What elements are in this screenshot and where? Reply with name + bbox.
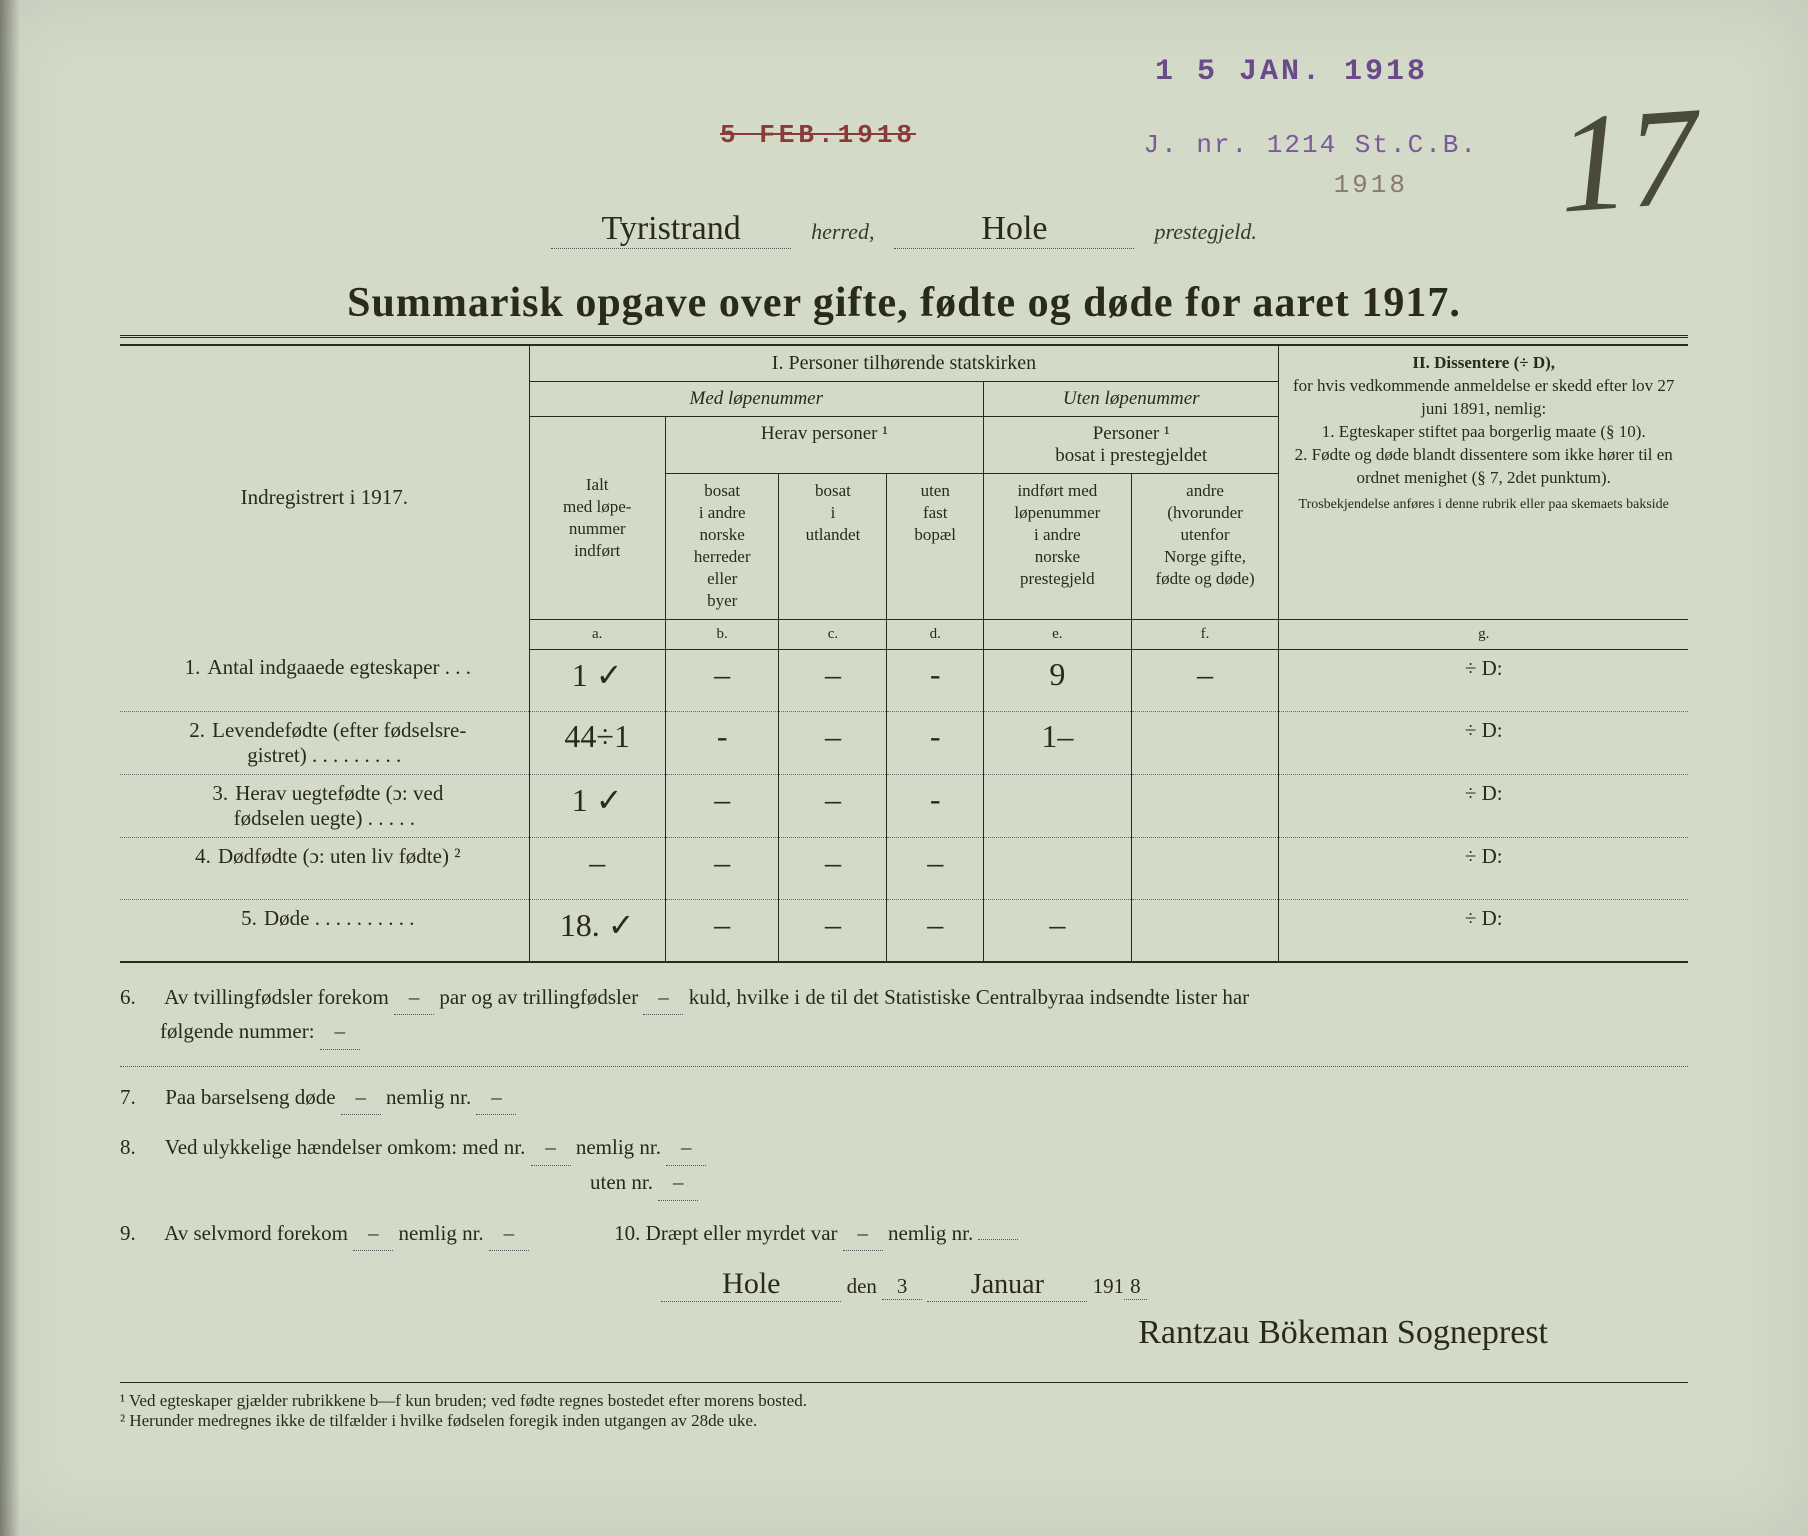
- document-page: 1 5 JAN. 1918 5 FEB.1918 J. nr. 1214 St.…: [0, 0, 1808, 1536]
- header-line: Tyristrand herred, Hole prestegjeld.: [120, 210, 1688, 249]
- cell: [984, 837, 1132, 899]
- page-number: 17: [1553, 75, 1704, 245]
- row-label: 1.Antal indgaaede egteskaper . . .: [120, 649, 529, 711]
- cell: [1131, 837, 1279, 899]
- note-6: 6. Av tvillingfødsler forekom – par og a…: [120, 981, 1688, 1050]
- cell: –: [779, 899, 887, 961]
- note-8: 8. Ved ulykkelige hændelser omkom: med n…: [120, 1131, 1688, 1200]
- letter-e: e.: [984, 619, 1132, 649]
- notes-block: 6. Av tvillingfødsler forekom – par og a…: [120, 981, 1688, 1353]
- stamp-ref: J. nr. 1214 St.C.B.: [1144, 130, 1478, 160]
- cell: –: [665, 899, 779, 961]
- herav-title: Herav personer ¹: [665, 417, 983, 474]
- prestegjeld-label: prestegjeld.: [1154, 219, 1256, 245]
- cell: [1131, 774, 1279, 837]
- letter-f: f.: [1131, 619, 1279, 649]
- letter-c: c.: [779, 619, 887, 649]
- cell: –: [779, 649, 887, 711]
- cell-g: ÷ D:: [1279, 774, 1688, 837]
- cell: -: [665, 711, 779, 774]
- cell: –: [665, 774, 779, 837]
- med-title: Med løpenummer: [529, 382, 983, 417]
- cell-g: ÷ D:: [1279, 899, 1688, 961]
- letter-a: a.: [529, 619, 665, 649]
- stamp-year: 1918: [1334, 170, 1408, 200]
- cell: –: [529, 837, 665, 899]
- table-row: 2.Levendefødte (efter fødselsre- gistret…: [120, 711, 1688, 774]
- form-title: Summarisk opgave over gifte, fødte og dø…: [120, 279, 1688, 338]
- prestegjeld-value: Hole: [894, 210, 1134, 249]
- col0-header: Indregistrert i 1917.: [120, 346, 529, 649]
- row-label: 5.Døde . . . . . . . . . .: [120, 899, 529, 961]
- main-table-wrap: Indregistrert i 1917. I. Personer tilhør…: [120, 344, 1688, 963]
- personer-title: Personer ¹ bosat i prestegjeldet: [984, 417, 1279, 474]
- table-row: 5.Døde . . . . . . . . . . 18. ✓ – – – –…: [120, 899, 1688, 961]
- table-row: 3.Herav uegtefødte (ɔ: ved fødselen uegt…: [120, 774, 1688, 837]
- cell: –: [887, 899, 984, 961]
- cell: 44÷1: [529, 711, 665, 774]
- sign-line: Hole den 3 Januar 1918: [120, 1267, 1688, 1302]
- herred-value: Tyristrand: [551, 210, 791, 249]
- table-row: 1.Antal indgaaede egteskaper . . . 1 ✓ –…: [120, 649, 1688, 711]
- stamp-date-red: 5 FEB.1918: [720, 120, 916, 150]
- cell: [1131, 711, 1279, 774]
- cell: –: [665, 837, 779, 899]
- cell: –: [779, 837, 887, 899]
- section2-small: Trosbekjendelse anføres i denne rubrik e…: [1287, 496, 1680, 515]
- row-label: 2.Levendefødte (efter fødselsre- gistret…: [120, 711, 529, 774]
- cell-g: ÷ D:: [1279, 649, 1688, 711]
- cell: 1–: [984, 711, 1132, 774]
- divider: [120, 1066, 1688, 1067]
- stamp-date-purple: 1 5 JAN. 1918: [1155, 55, 1428, 89]
- cell: [984, 774, 1132, 837]
- uten-title: Uten løpenummer: [984, 382, 1279, 417]
- cell: –: [665, 649, 779, 711]
- footnotes: ¹ Ved egteskaper gjælder rubrikkene b—f …: [120, 1382, 1688, 1431]
- cell: -: [887, 774, 984, 837]
- note-9-10: 9. Av selvmord forekom – nemlig nr. – 10…: [120, 1217, 1688, 1252]
- col-a-head: Ialt med løpe- nummer indført: [529, 417, 665, 620]
- cell: -: [887, 649, 984, 711]
- main-table: Indregistrert i 1917. I. Personer tilhør…: [120, 346, 1688, 962]
- cell: –: [1131, 649, 1279, 711]
- section2-cell: II. Dissentere (÷ D), for hvis vedkommen…: [1279, 346, 1688, 619]
- letter-d: d.: [887, 619, 984, 649]
- section2-title: II. Dissentere (÷ D),: [1287, 352, 1680, 375]
- section1-title: I. Personer tilhørende statskirken: [529, 346, 1279, 382]
- note-7: 7. Paa barselseng døde – nemlig nr. –: [120, 1081, 1688, 1116]
- table-body: 1.Antal indgaaede egteskaper . . . 1 ✓ –…: [120, 649, 1688, 961]
- cell: –: [779, 711, 887, 774]
- cell: -: [887, 711, 984, 774]
- section2-body: for hvis vedkommende anmeldelse er skedd…: [1293, 376, 1674, 487]
- col-e-head: indført med løpenummer i andre norske pr…: [984, 474, 1132, 620]
- cell: –: [779, 774, 887, 837]
- cell-g: ÷ D:: [1279, 837, 1688, 899]
- footnote-1: ¹ Ved egteskaper gjælder rubrikkene b—f …: [120, 1391, 1688, 1411]
- letter-b: b.: [665, 619, 779, 649]
- page-edge-shadow: [0, 0, 20, 1536]
- cell: [1131, 899, 1279, 961]
- cell: 1 ✓: [529, 774, 665, 837]
- signature: Rantzau Bökeman Sogneprest: [120, 1314, 1688, 1352]
- col-c-head: bosat i utlandet: [779, 474, 887, 620]
- letter-g: g.: [1279, 619, 1688, 649]
- col-b-head: bosat i andre norske herreder eller byer: [665, 474, 779, 620]
- row-label: 3.Herav uegtefødte (ɔ: ved fødselen uegt…: [120, 774, 529, 837]
- herred-label: herred,: [811, 219, 874, 245]
- cell: 9: [984, 649, 1132, 711]
- col-f-head: andre (hvorunder utenfor Norge gifte, fø…: [1131, 474, 1279, 620]
- table-row: 4.Dødfødte (ɔ: uten liv fødte) ² – – – –…: [120, 837, 1688, 899]
- cell-g: ÷ D:: [1279, 711, 1688, 774]
- col-d-head: uten fast bopæl: [887, 474, 984, 620]
- cell: 18. ✓: [529, 899, 665, 961]
- cell: 1 ✓: [529, 649, 665, 711]
- footnote-2: ² Herunder medregnes ikke de tilfælder i…: [120, 1411, 1688, 1431]
- cell: –: [887, 837, 984, 899]
- row-label: 4.Dødfødte (ɔ: uten liv fødte) ²: [120, 837, 529, 899]
- cell: –: [984, 899, 1132, 961]
